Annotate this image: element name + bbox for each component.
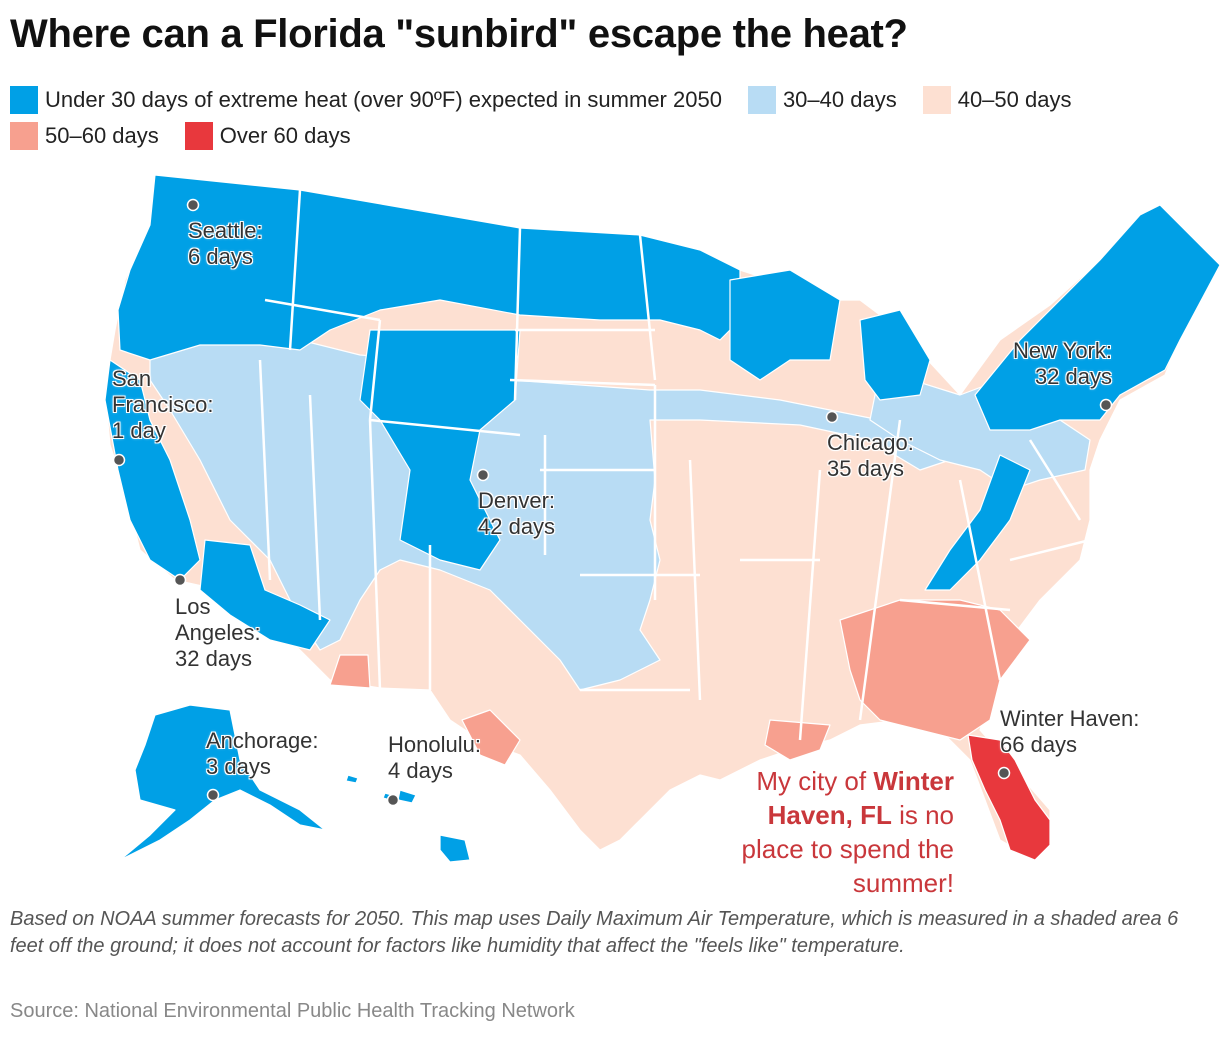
legend-label: 30–40 days (782, 87, 897, 112)
choropleth-map (0, 160, 1220, 900)
city-label-denver: Denver: 42 days (478, 488, 555, 540)
city-marker-winter-haven (997, 766, 1011, 780)
city-value: 66 days (1000, 732, 1078, 757)
region-50-60-southeast (839, 599, 1031, 741)
city-name: Los Angeles: (175, 594, 261, 645)
legend-item-over-60: Over 60 days (184, 122, 351, 150)
city-label-new-york: New York: 32 days (997, 338, 1112, 390)
callout-post: is no place to spend the summer! (741, 800, 955, 898)
city-label-seattle: Seattle: 6 days (188, 218, 263, 270)
city-label-san-francisco: San Francisco: 1 day (112, 366, 242, 444)
legend-label: Under 30 days of extreme heat (over 90ºF… (45, 87, 722, 112)
region-under-30-michigan (859, 309, 931, 401)
state-borders (258, 189, 1091, 741)
city-marker-denver (476, 468, 490, 482)
legend-item-30-40: 30–40 days (747, 86, 897, 114)
region-30-40-west (149, 329, 976, 691)
legend-item-50-60: 50–60 days (10, 122, 159, 150)
city-value: 6 days (188, 244, 253, 269)
city-value: 1 day (112, 418, 166, 443)
city-marker-anchorage (206, 788, 220, 802)
legend-label: 40–50 days (957, 87, 1072, 112)
region-50-60-texas (461, 709, 521, 766)
region-under-30-northeast (974, 204, 1220, 431)
city-value: 32 days (1034, 364, 1112, 389)
city-name: San Francisco: (112, 366, 214, 417)
legend-swatch (922, 86, 951, 114)
city-label-chicago: Chicago: 35 days (827, 430, 914, 482)
city-name: New York: (1012, 338, 1112, 363)
city-name: Honolulu: (388, 732, 481, 757)
city-marker-new-york (1099, 398, 1113, 412)
city-label-anchorage: Anchorage: 3 days (206, 728, 319, 780)
legend-item-under-30: Under 30 days of extreme heat (over 90ºF… (10, 86, 722, 114)
city-markers (112, 198, 1113, 807)
region-under-30-socal (199, 539, 331, 651)
legend-label: Over 60 days (219, 123, 351, 148)
region-under-30-appalachia (924, 454, 1031, 591)
region-hawaii-small-1 (397, 789, 417, 804)
city-marker-honolulu (386, 793, 400, 807)
legend-swatch (747, 86, 776, 114)
region-50-60-gulf (764, 719, 831, 761)
city-label-winter-haven: Winter Haven: 66 days (1000, 706, 1139, 758)
region-alaska (119, 704, 326, 861)
city-label-los-angeles: Los Angeles: 32 days (175, 594, 285, 672)
city-value: 4 days (388, 758, 453, 783)
legend-item-40-50: 40–50 days (922, 86, 1072, 114)
source-line: Source: National Environmental Public He… (10, 1000, 575, 1022)
region-over-60-florida (967, 734, 1051, 861)
city-marker-los-angeles (173, 573, 187, 587)
legend-swatch (10, 86, 38, 114)
chart-title: Where can a Florida "sunbird" escape the… (10, 12, 908, 56)
city-value: 3 days (206, 754, 271, 779)
city-name: Denver: (478, 488, 556, 513)
city-label-honolulu: Honolulu: 4 days (388, 732, 481, 784)
winter-haven-callout: My city of Winter Haven, FL is no place … (700, 764, 955, 900)
city-value: 35 days (827, 456, 905, 481)
region-50-60-az (329, 654, 371, 689)
city-value: 42 days (478, 514, 556, 539)
city-marker-san-francisco (112, 453, 126, 467)
region-under-30-north (117, 174, 741, 361)
city-name: Chicago: (827, 430, 914, 455)
legend-label: 50–60 days (45, 123, 159, 148)
callout-bold: Winter Haven, FL (767, 766, 954, 830)
region-hawaii (439, 834, 471, 863)
city-name: Anchorage: (206, 728, 319, 753)
region-under-30-lakes (729, 269, 841, 381)
callout-pre: My city of (756, 766, 874, 796)
map-svg (104, 174, 1220, 863)
legend-swatch (10, 122, 38, 150)
city-name: Seattle: (188, 218, 263, 243)
city-marker-seattle (186, 198, 200, 212)
legend: Under 30 days of extreme heat (over 90ºF… (10, 82, 1210, 154)
city-value: 32 days (175, 646, 253, 671)
city-name: Winter Haven: (1000, 706, 1140, 731)
region-hawaii-small-3 (345, 774, 359, 784)
legend-swatch (184, 122, 213, 150)
footnote: Based on NOAA summer forecasts for 2050.… (10, 908, 1179, 957)
city-marker-chicago (825, 410, 839, 424)
